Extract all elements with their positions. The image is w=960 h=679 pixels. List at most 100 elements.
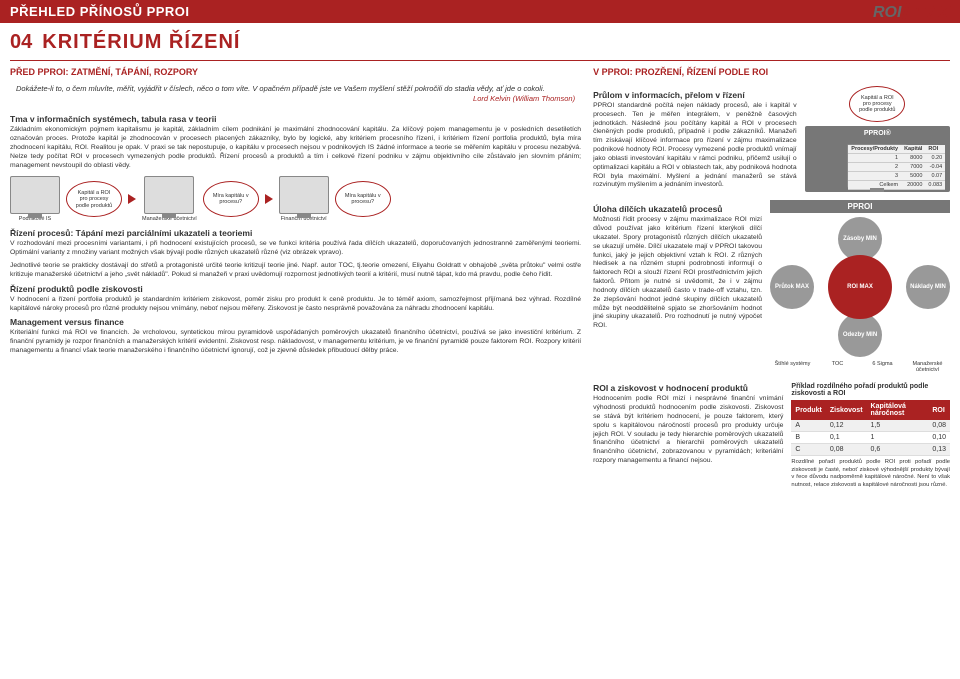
table-title: Příklad rozdílného pořadí produktů podle… [791, 383, 950, 397]
mt-c1: Kapitál [901, 145, 925, 154]
left-p2: V rozhodování mezi procesními variantami… [10, 240, 581, 258]
table-row: C0,080,60,13 [791, 444, 950, 456]
pproi-panel: PPROI® Procesy/ProduktyKapitálROI 180000… [805, 126, 950, 192]
mt: 8000 [901, 154, 925, 163]
product-table: Produkt Ziskovost Kapitálová náročnost R… [791, 400, 950, 456]
bubble-1: Kapitál a ROI pro procesy podle produktů [66, 181, 122, 217]
right-bottom-text: ROI a ziskovost v hodnocení produktů Hod… [593, 379, 783, 493]
mt-c2: ROI [925, 145, 945, 154]
td: 0,10 [928, 432, 950, 444]
th-0: Produkt [791, 400, 825, 420]
th-3: ROI [928, 400, 950, 420]
mini-table: Procesy/ProduktyKapitálROI 180000.20 270… [848, 145, 945, 190]
diagram-row: Podnikové IS Kapitál a ROI pro procesy p… [10, 176, 581, 222]
right-mid-text: Úloha dílčích ukazatelů procesů Možnosti… [593, 200, 762, 373]
section-title: KRITÉRIUM ŘÍZENÍ [42, 31, 240, 54]
left-h2: Řízení procesů: Tápání mezi parciálními … [10, 228, 581, 238]
td: 0,12 [826, 420, 867, 432]
circle-diagram-wrap: PPROI Zásoby MIN Průtok MAX ROI MAX Nákl… [770, 200, 950, 373]
td: 0,08 [928, 420, 950, 432]
right-top-text: Průlom v informacích, přelom v řízení PP… [593, 86, 797, 194]
bl-0: Štíhlé systémy [770, 361, 815, 373]
right-bottom: ROI a ziskovost v hodnocení produktů Hod… [593, 379, 950, 493]
td: A [791, 420, 825, 432]
circle-right: Náklady MIN [906, 265, 950, 309]
logo-slash [902, 3, 910, 23]
right-top: Průlom v informacích, přelom v řízení PP… [593, 86, 950, 194]
arrow-icon [265, 194, 273, 204]
quote-author: Lord Kelvin (William Thomson) [16, 94, 575, 104]
monitor-2: Manažerské účetnictví [142, 176, 197, 222]
bubble-3: Míra kapitálu v procesu? [335, 181, 391, 217]
arrow-icon [128, 194, 136, 204]
monitor-1: Podnikové IS [10, 176, 60, 222]
td: 1,5 [867, 420, 929, 432]
td: 0,08 [826, 444, 867, 456]
table-row: B0,110,10 [791, 432, 950, 444]
pproi-bubble: Kapitál a ROI pro procesy podle produktů [849, 86, 905, 122]
td: C [791, 444, 825, 456]
td: 0,6 [867, 444, 929, 456]
circle-bottom: Odezby MIN [838, 313, 882, 357]
mt: -0.04 [925, 163, 945, 172]
table-row: A0,121,50,08 [791, 420, 950, 432]
mt: 0.083 [925, 181, 945, 190]
td: 1 [867, 432, 929, 444]
bl-2: 6 Sigma [860, 361, 905, 373]
right-h2: Úloha dílčích ukazatelů procesů [593, 204, 762, 214]
left-p3: V hodnocení a řízení portfolia produktů … [10, 296, 581, 314]
left-p2b: Jednotlivé teorie se prakticky dostávají… [10, 262, 581, 280]
mt: 2 [848, 163, 901, 172]
right-column: V PPROI: PROZŘENÍ, ŘÍZENÍ PODLE ROI Průl… [593, 67, 950, 493]
monitor-icon: Procesy/ProduktyKapitálROI 180000.20 270… [847, 144, 907, 188]
right-h3: ROI a ziskovost v hodnocení produktů [593, 383, 783, 393]
pproi-box-title: PPROI® [864, 130, 891, 137]
logo-roi: ROI [873, 4, 901, 22]
right-p1: PPROI standardně počítá nejen náklady pr… [593, 102, 797, 190]
quote-box: Dokážete-li to, o čem mluvíte, měřit, vy… [10, 80, 581, 108]
circle-left: Průtok MAX [770, 265, 814, 309]
header-title: PŘEHLED PŘÍNOSŮ PPROI [10, 4, 190, 19]
v-title: V PPROI: PROZŘENÍ, ŘÍZENÍ PODLE ROI [593, 67, 950, 77]
mt: 20000 [901, 181, 925, 190]
th-1: Ziskovost [826, 400, 867, 420]
monitor-icon [10, 176, 60, 214]
circle-diagram: Zásoby MIN Průtok MAX ROI MAX Náklady MI… [770, 217, 950, 357]
content: PŘED PPROI: ZATMĚNÍ, TÁPÁNÍ, ROZPORY Dok… [0, 67, 960, 503]
pred-title: PŘED PPROI: ZATMĚNÍ, TÁPÁNÍ, ROZPORY [10, 67, 581, 77]
right-h1: Průlom v informacích, přelom v řízení [593, 90, 797, 100]
left-p4: Kriteriální funkci má ROI ve financích. … [10, 329, 581, 355]
product-table-wrap: Příklad rozdílného pořadí produktů podle… [791, 379, 950, 493]
mt: 7000 [901, 163, 925, 172]
mt: 5000 [901, 172, 925, 181]
right-top-box: Kapitál a ROI pro procesy podle produktů… [805, 86, 950, 194]
mt: 0.20 [925, 154, 945, 163]
mt: Celkem [848, 181, 901, 190]
monitor-icon [279, 176, 329, 214]
left-p1: Základním ekonomickým pojmem kapitalismu… [10, 126, 581, 170]
quote-text: Dokážete-li to, o čem mluvíte, měřit, vy… [16, 84, 545, 93]
monitor-3: Finanční účetnictví [279, 176, 329, 222]
right-p2: Možnosti řídit procesy v zájmu maximaliz… [593, 216, 762, 331]
left-h1: Tma v informačních systémech, tabula ras… [10, 114, 581, 124]
circle-center: ROI MAX [828, 255, 892, 319]
bottom-labels: Štíhlé systémy TOC 6 Sigma Manažerské úč… [770, 361, 950, 373]
mt: 0.07 [925, 172, 945, 181]
sub-header: 04 KRITÉRIUM ŘÍZENÍ [0, 23, 960, 58]
circle-diag-title: PPROI [770, 200, 950, 213]
table-header-row: Produkt Ziskovost Kapitálová náročnost R… [791, 400, 950, 420]
left-column: PŘED PPROI: ZATMĚNÍ, TÁPÁNÍ, ROZPORY Dok… [10, 67, 581, 493]
divider [10, 60, 950, 61]
bl-1: TOC [815, 361, 860, 373]
right-mid: Úloha dílčích ukazatelů procesů Možnosti… [593, 200, 950, 373]
mt: 3 [848, 172, 901, 181]
mt-c0: Procesy/Produkty [848, 145, 901, 154]
mt: 1 [848, 154, 901, 163]
td: 0,1 [826, 432, 867, 444]
logo-max: MAX [914, 4, 950, 22]
td: 0,13 [928, 444, 950, 456]
left-h3: Řízení produktů podle ziskovosti [10, 284, 581, 294]
bubble-2: Míra kapitálu v procesu? [203, 181, 259, 217]
th-2: Kapitálová náročnost [867, 400, 929, 420]
page: PŘEHLED PŘÍNOSŮ PPROI ROI MAX 04 KRITÉRI… [0, 0, 960, 679]
